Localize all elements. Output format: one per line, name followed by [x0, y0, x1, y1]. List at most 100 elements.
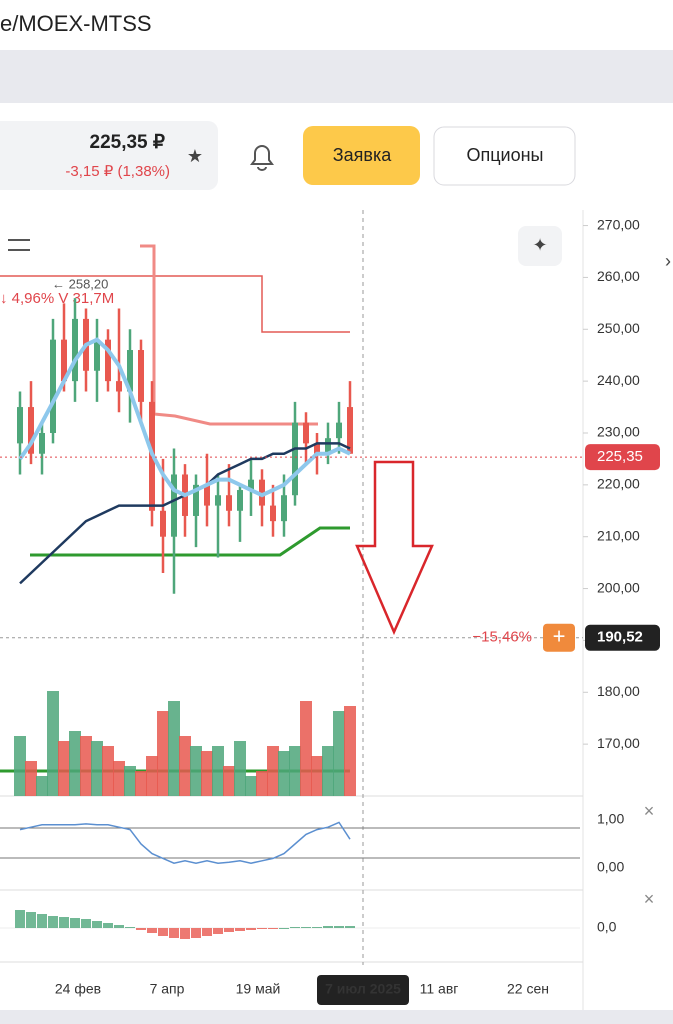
target-change: −15,46% [472, 629, 532, 646]
candle-body [270, 505, 276, 522]
close-panel[interactable]: × [644, 889, 655, 909]
macd-bar [202, 928, 212, 936]
candle-body [160, 510, 166, 537]
candle-body [138, 350, 144, 402]
macd-bar [70, 918, 80, 928]
candle-body [336, 422, 342, 439]
volume-bar [190, 746, 202, 796]
volume-bar [80, 736, 92, 796]
candle-body [193, 484, 199, 516]
macd-bar [345, 926, 355, 928]
order-button[interactable] [303, 126, 420, 185]
macd-bar [92, 921, 102, 928]
candle-body [127, 350, 133, 392]
macd-bar [235, 928, 245, 931]
x-tick-label: 22 сен [507, 981, 549, 997]
url-bar [0, 0, 673, 50]
price-change: -3,15 ₽ (1,38%) [65, 163, 170, 180]
candle-body [314, 443, 320, 454]
candle-body [248, 479, 254, 491]
settings-lines [8, 239, 30, 251]
volume-bar [256, 771, 268, 796]
volume-bar [322, 746, 334, 796]
y-tick-label: 240,00 [597, 372, 640, 388]
macd-bar [246, 928, 256, 930]
candle-body [72, 318, 78, 382]
forecast-arrow [355, 460, 434, 636]
macd-bar [15, 910, 25, 928]
macd-bar [147, 928, 157, 933]
osc-tick-label: 1,00 [597, 811, 624, 827]
favorite-star[interactable]: ★ [187, 146, 203, 166]
candle-body [226, 495, 232, 511]
volume-bar [47, 691, 59, 796]
target-tag [585, 624, 660, 651]
macd-bar [37, 914, 47, 928]
volume-bar [311, 756, 323, 796]
tab-strip [0, 50, 673, 103]
info-line: ↓ 4,96% V 31,7M [0, 290, 114, 307]
macd-bar [125, 927, 135, 928]
x-tick-label: 19 май [236, 981, 281, 997]
price: 225,35 ₽ [90, 132, 165, 153]
volume-bar [168, 701, 180, 796]
macd-bar [180, 928, 190, 939]
candle-body [105, 339, 111, 382]
macd-bar [224, 928, 234, 932]
volume-bar [278, 751, 290, 796]
order-button-label[interactable]: Заявка [333, 145, 392, 165]
current-price-label: 225,35 [597, 448, 643, 465]
y-tick-label: 200,00 [597, 579, 640, 595]
candle-body [204, 484, 210, 506]
volume-bar [14, 736, 26, 796]
url[interactable]: e/MOEX-MTSS [0, 11, 152, 36]
current-price-tag [585, 444, 660, 471]
volume-bar [102, 746, 114, 796]
crosshair-date-box [317, 975, 409, 1005]
candle-body [17, 407, 23, 444]
volume-bar [267, 746, 279, 796]
candle-body [347, 407, 353, 454]
volume-bar [135, 771, 147, 796]
next-arrow[interactable]: › [665, 251, 671, 271]
volume-bar [124, 766, 136, 796]
y-tick-label: 270,00 [597, 216, 640, 232]
level-line [140, 244, 318, 426]
volume-bar [36, 776, 48, 796]
options-button-label[interactable]: Опционы [466, 145, 543, 165]
macd-bar [213, 928, 223, 934]
volume-bar [212, 746, 224, 796]
volume-bar [344, 706, 356, 796]
candle-body [325, 438, 331, 454]
candle-body [237, 490, 243, 511]
macd-bar [312, 927, 322, 928]
volume-bar [223, 766, 235, 796]
macd-bar [26, 912, 36, 928]
settings-icon[interactable] [0, 228, 38, 262]
volume-bar [146, 756, 158, 796]
macd-bar [81, 919, 91, 928]
x-tick-label: 24 фев [55, 981, 101, 997]
candle-body [61, 339, 67, 382]
candle-body [303, 422, 309, 444]
macd-bar [268, 928, 278, 929]
macd-bar [103, 923, 113, 928]
candle-body [171, 474, 177, 537]
price-box [0, 121, 218, 190]
candle-body [259, 479, 265, 506]
macd-bar [169, 928, 179, 938]
ai-button[interactable] [518, 226, 562, 266]
add-target-button[interactable] [543, 623, 575, 652]
macd-bar [257, 928, 267, 929]
bell-icon[interactable] [250, 145, 274, 171]
close-panel[interactable]: × [644, 801, 655, 821]
candle-body [39, 432, 45, 454]
macd-bar [301, 927, 311, 928]
high-label: ← 258,20 [52, 276, 108, 291]
options-button[interactable] [433, 126, 576, 186]
macd-tick-label: 0,0 [597, 919, 617, 935]
candle-body [28, 407, 34, 454]
volume-bar [289, 746, 301, 796]
y-tick-label: 260,00 [597, 268, 640, 284]
